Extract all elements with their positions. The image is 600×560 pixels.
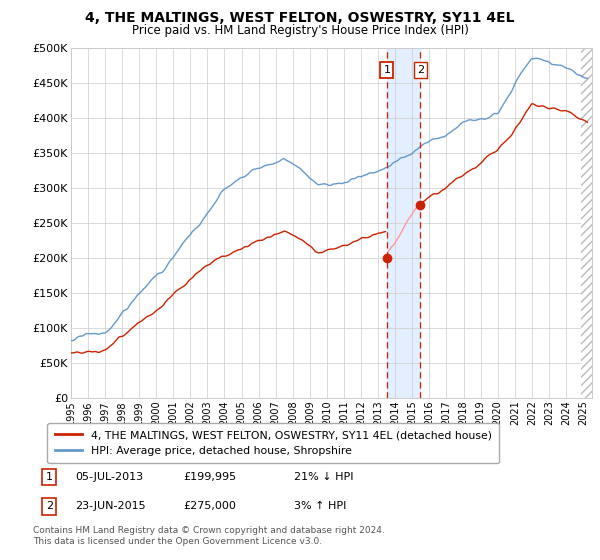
Text: 1: 1 xyxy=(383,65,391,75)
Text: 2: 2 xyxy=(46,501,53,511)
Text: This data is licensed under the Open Government Licence v3.0.: This data is licensed under the Open Gov… xyxy=(33,537,322,546)
Legend: 4, THE MALTINGS, WEST FELTON, OSWESTRY, SY11 4EL (detached house), HPI: Average : 4, THE MALTINGS, WEST FELTON, OSWESTRY, … xyxy=(47,423,499,463)
Text: Contains HM Land Registry data © Crown copyright and database right 2024.: Contains HM Land Registry data © Crown c… xyxy=(33,526,385,535)
Text: £275,000: £275,000 xyxy=(183,501,236,511)
Text: Price paid vs. HM Land Registry's House Price Index (HPI): Price paid vs. HM Land Registry's House … xyxy=(131,24,469,36)
Text: 2: 2 xyxy=(417,65,424,75)
Text: 23-JUN-2015: 23-JUN-2015 xyxy=(75,501,146,511)
Bar xyxy=(581,48,598,398)
Text: 05-JUL-2013: 05-JUL-2013 xyxy=(75,472,143,482)
Text: 4, THE MALTINGS, WEST FELTON, OSWESTRY, SY11 4EL: 4, THE MALTINGS, WEST FELTON, OSWESTRY, … xyxy=(85,11,515,25)
Text: 1: 1 xyxy=(46,472,53,482)
Text: 3% ↑ HPI: 3% ↑ HPI xyxy=(294,501,346,511)
Text: £199,995: £199,995 xyxy=(183,472,236,482)
Bar xyxy=(387,48,421,398)
Text: 21% ↓ HPI: 21% ↓ HPI xyxy=(294,472,353,482)
